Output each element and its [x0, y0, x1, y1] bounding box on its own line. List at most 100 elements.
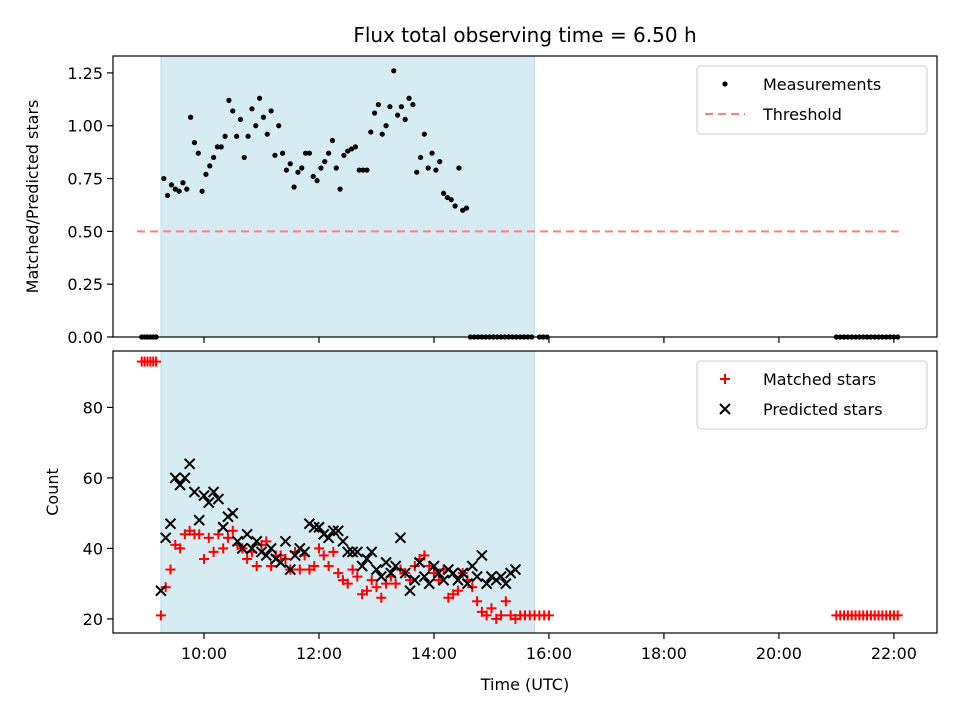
matched-star-point [352, 571, 363, 582]
y-tick-label: 0.50 [67, 222, 103, 241]
axes-frame [112, 55, 938, 338]
measurement-point [168, 182, 175, 188]
matched-star-point [314, 543, 324, 554]
matched-star-point [376, 592, 387, 603]
matched-star-point [175, 543, 186, 554]
predicted-star-point [169, 472, 181, 484]
measurement-point [337, 186, 343, 192]
predicted-star-point [279, 535, 292, 548]
measurement-point [406, 95, 412, 101]
x-tick-label: 16:00 [526, 644, 572, 663]
predicted-marker-b [365, 546, 378, 558]
predicted-marker-b [188, 486, 201, 498]
predicted-star-point [284, 563, 296, 576]
predicted-star-point [365, 546, 378, 558]
matched-star-point [496, 610, 507, 621]
measurement-point [234, 133, 240, 139]
matched-star-point [472, 596, 483, 607]
predicted-star-point [203, 496, 215, 509]
predicted-star-point [327, 525, 340, 537]
predicted-marker-b [284, 563, 296, 576]
predicted-marker-b [437, 574, 450, 586]
predicted-star-point [437, 574, 450, 586]
legend-label: Measurements [763, 75, 881, 94]
matched-star-point [452, 585, 463, 596]
measurement-point [199, 188, 205, 194]
predicted-marker-b [394, 532, 407, 544]
measurement-point [318, 165, 324, 171]
measurement-point [391, 68, 397, 74]
predicted-marker-b [433, 567, 445, 579]
measurement-point [421, 131, 427, 137]
matched-star-point [424, 561, 435, 572]
predicted-marker-b [279, 535, 292, 548]
measurement-point [341, 152, 347, 158]
measurement-point [176, 188, 182, 194]
predicted-marker-b [447, 567, 459, 579]
x-tick-label: 12:00 [296, 644, 342, 663]
predicted-star-point [466, 560, 479, 572]
legend-box [696, 65, 928, 135]
predicted-star-point [389, 560, 402, 572]
predicted-marker-b [466, 560, 479, 572]
predicted-marker-b [265, 542, 277, 555]
ratio-panel: 0.00 0.25 0.50 0.75 1.00 1.25 Matched/Predicte… [23, 55, 938, 347]
predicted-marker-b [457, 567, 469, 579]
measurement-point [184, 186, 190, 192]
matched-star-point [155, 610, 166, 621]
matched-star-point [218, 543, 229, 554]
legend-box [696, 360, 928, 430]
matched-star-point [366, 575, 377, 586]
predicted-marker-b [231, 535, 244, 548]
measurement-point [456, 165, 462, 171]
measurement-point [398, 104, 404, 110]
predicted-marker-b [389, 560, 402, 572]
measurement-point [356, 167, 362, 173]
measurement-point [437, 159, 443, 165]
count-panel: 10:00 12:00 14:00 16:00 18:00 20:00 22:00 20 40 6… [43, 350, 938, 663]
predicted-marker-b [471, 570, 483, 583]
matched-star-point [294, 564, 305, 575]
observing-interval-shade [160, 350, 536, 634]
predicted-star-point [159, 532, 172, 544]
measurement-point [360, 167, 366, 173]
predicted-star-point [361, 553, 373, 565]
predicted-star-point [452, 574, 464, 586]
measurement-point [444, 194, 450, 201]
predicted-star-point [418, 570, 431, 583]
matched-star-point [361, 585, 372, 596]
legend: Measurements Threshold [696, 65, 928, 135]
predicted-star-point [356, 560, 368, 572]
y-tick-label: 40 [83, 539, 103, 558]
predicted-star-point [380, 556, 392, 569]
predicted-star-point [265, 542, 277, 555]
predicted-star-point [337, 535, 349, 548]
matched-star-point [251, 561, 262, 572]
measurement-point [249, 106, 255, 112]
matched-star-point [500, 596, 511, 607]
predicted-star-point [457, 567, 469, 579]
measurement-point [329, 137, 336, 144]
matched-star-point [433, 575, 444, 586]
legend: Matched stars Predicted stars [696, 360, 928, 430]
predicted-star-point [342, 546, 354, 558]
measurement-point [383, 123, 389, 129]
predicted-star-point [193, 514, 205, 526]
matched-star-point [371, 582, 382, 593]
measurement-point [402, 116, 408, 122]
predicted-star-point [447, 567, 459, 579]
matched-star-point [892, 610, 903, 621]
predicted-star-point [394, 532, 407, 544]
predicted-marker-b [322, 532, 335, 544]
measurement-point [211, 154, 217, 161]
predicted-marker-b [509, 563, 522, 576]
measurement-point [203, 171, 209, 177]
predicted-marker-b [241, 528, 253, 541]
measurement-point [237, 116, 244, 122]
measurement-point [460, 207, 466, 213]
predicted-marker-b [423, 577, 435, 590]
predicted-marker-b [327, 525, 340, 537]
measurement-point [207, 163, 213, 169]
measurement-point [287, 161, 293, 167]
